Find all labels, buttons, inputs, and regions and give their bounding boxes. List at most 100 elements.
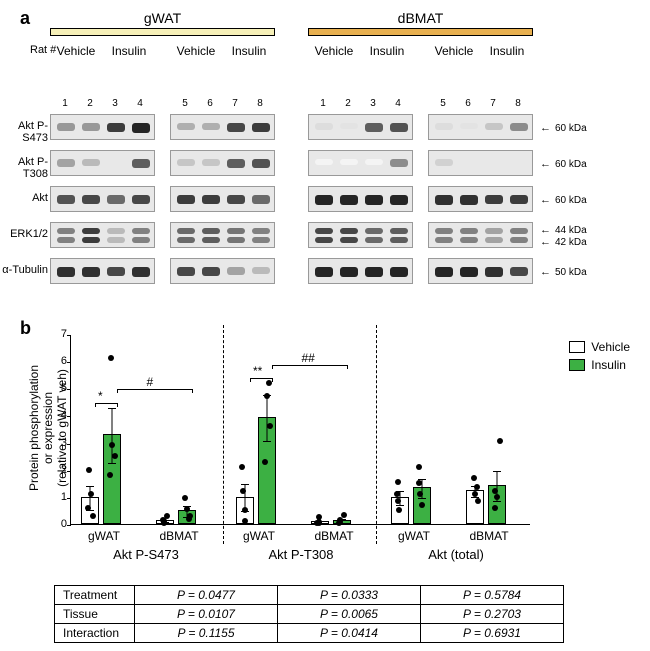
protein-band (460, 195, 478, 205)
blot-label: Akt P-T308 (0, 156, 48, 180)
protein-band (57, 267, 75, 277)
gel-block (50, 222, 155, 248)
protein-band (132, 159, 150, 168)
data-point (316, 514, 322, 520)
protein-band (57, 228, 75, 234)
blot-label: ERK1/2 (0, 228, 48, 240)
protein-band (365, 159, 383, 165)
protein-band (315, 123, 333, 130)
gel-block (170, 114, 275, 140)
gel-block (428, 114, 533, 140)
treatment-label: Insulin (361, 44, 413, 58)
protein-band (340, 228, 358, 234)
panel-b-chart-wrap: 01234567Protein phosphorylationor expres… (70, 335, 630, 525)
legend-swatch (569, 341, 585, 353)
data-point (475, 498, 481, 504)
rat-number: 1 (313, 98, 333, 109)
protein-band (177, 237, 195, 243)
protein-band (132, 123, 150, 133)
protein-band (340, 267, 358, 277)
protein-band (57, 123, 75, 131)
protein-band (460, 228, 478, 234)
significance-tick (95, 403, 96, 407)
section-divider (376, 325, 377, 544)
protein-band (315, 228, 333, 234)
treatment-label: Insulin (481, 44, 533, 58)
data-point (164, 513, 170, 519)
data-point (394, 491, 400, 497)
protein-band (177, 195, 195, 204)
protein-band (510, 195, 528, 204)
blot-row: α-Tubulin50 kDa (50, 258, 640, 288)
panel-a-blots: gWATdBMATVehicleInsulinVehicleInsulinVeh… (50, 10, 640, 294)
data-point (266, 380, 272, 386)
protein-band (82, 267, 100, 277)
stats-row-header: Interaction (55, 624, 135, 643)
rat-number: 3 (105, 98, 125, 109)
protein-band (252, 195, 270, 204)
legend-label: Insulin (591, 358, 626, 372)
protein-band (315, 159, 333, 165)
blot-label: Akt P-S473 (0, 120, 48, 144)
y-axis-label: Protein phosphorylationor expression(rel… (27, 333, 69, 523)
treatment-label: Vehicle (50, 44, 102, 58)
protein-band (485, 195, 503, 204)
gel-block (50, 258, 155, 284)
data-point (416, 464, 422, 470)
protein-band (252, 228, 270, 234)
mw-marker: 60 kDa (540, 158, 644, 170)
significance-label: # (147, 375, 154, 389)
y-tick (67, 525, 71, 526)
significance-label: ** (253, 364, 262, 378)
rat-number: 7 (225, 98, 245, 109)
stats-row: TreatmentP = 0.0477P = 0.0333P = 0.5784 (55, 586, 564, 605)
protein-band (132, 267, 150, 277)
data-point (497, 438, 503, 444)
treatment-label: Vehicle (428, 44, 480, 58)
protein-band (227, 237, 245, 243)
gel-block (428, 222, 533, 248)
error-cap (86, 486, 94, 487)
data-point (494, 494, 500, 500)
gel-block (50, 186, 155, 212)
protein-band (510, 237, 528, 243)
protein-band (390, 159, 408, 167)
protein-band (227, 159, 245, 168)
stats-cell: P = 0.5784 (421, 586, 564, 605)
chart-legend: Vehicle Insulin (569, 340, 630, 376)
rat-number: 8 (250, 98, 270, 109)
protein-band (460, 267, 478, 277)
gel-block (170, 222, 275, 248)
rat-number: 6 (458, 98, 478, 109)
blot-row: Akt60 kDa (50, 186, 640, 216)
legend-swatch (569, 359, 585, 371)
bar-chart: 01234567Protein phosphorylationor expres… (70, 335, 530, 525)
error-cap (493, 501, 501, 502)
blot-row: ERK1/244 kDa42 kDa (50, 222, 640, 252)
gel-block (170, 186, 275, 212)
data-point (471, 475, 477, 481)
legend-row: Vehicle (569, 340, 630, 354)
data-point (109, 442, 115, 448)
gel-block (428, 258, 533, 284)
protein-band (435, 123, 453, 130)
section-label: Akt P-T308 (226, 547, 376, 562)
blot-label: Akt (0, 192, 48, 204)
data-point (184, 506, 190, 512)
significance-bracket (95, 403, 117, 404)
protein-band (390, 237, 408, 243)
rat-number-label: Rat # (30, 44, 56, 56)
protein-band (435, 228, 453, 234)
protein-band (510, 123, 528, 131)
gel-block (308, 114, 413, 140)
protein-band (107, 123, 125, 132)
blot-row: Akt P-T30860 kDa (50, 150, 640, 180)
significance-tick (117, 389, 118, 393)
protein-band (315, 195, 333, 205)
protein-band (57, 159, 75, 167)
protein-band (107, 159, 125, 165)
treatment-label: Vehicle (308, 44, 360, 58)
protein-band (252, 237, 270, 243)
protein-band (510, 228, 528, 234)
data-point (107, 472, 113, 478)
